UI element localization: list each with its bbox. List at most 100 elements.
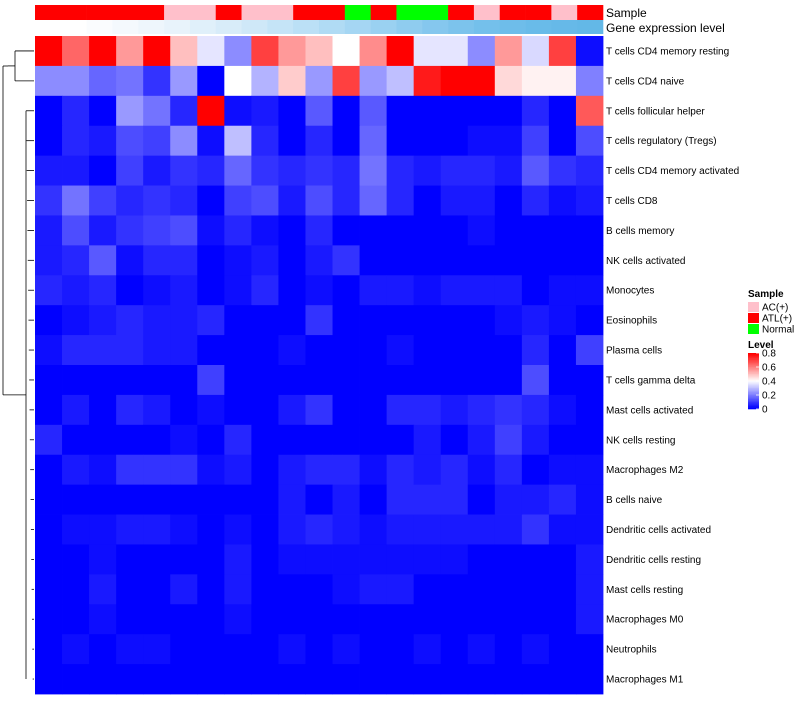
level-legend-gradient-step [748, 383, 759, 386]
heatmap-cell [224, 215, 252, 246]
heatmap-cell [62, 335, 90, 366]
heatmap-cell [467, 95, 496, 127]
heatmap-cell [116, 215, 144, 246]
heatmap-cell [62, 125, 90, 157]
row-label: T cells regulatory (Tregs) [606, 136, 717, 147]
heatmap-cell [440, 36, 469, 67]
sample-annotation-cell [215, 5, 242, 20]
heatmap-cell [251, 634, 279, 665]
heatmap-cell [197, 335, 225, 366]
heatmap-cell [386, 185, 415, 216]
level-legend-gradient-step [748, 355, 759, 358]
heatmap-cell [197, 604, 225, 635]
heatmap-cell [170, 95, 198, 127]
heatmap-cell [359, 305, 388, 336]
heatmap-cell [440, 185, 469, 216]
heatmap-cell [224, 394, 252, 426]
heatmap-cell [251, 155, 279, 186]
heatmap-cell [305, 335, 333, 366]
row-label: B cells memory [606, 226, 674, 237]
heatmap-cell [359, 484, 388, 515]
heatmap-cell [521, 544, 550, 575]
level-legend-gradient-step [748, 378, 759, 380]
heatmap-cell [494, 95, 523, 127]
sample-legend-label: ATL(+) [762, 314, 792, 325]
heatmap-cell [89, 544, 117, 575]
heatmap-cell [197, 155, 225, 186]
heatmap-cell [35, 125, 63, 157]
gene-annotation-cell [370, 20, 397, 34]
heatmap-cell [494, 394, 523, 426]
heatmap-cell [521, 454, 550, 486]
heatmap-cell [332, 544, 360, 575]
heatmap-cell [521, 275, 550, 306]
heatmap-cell [521, 65, 550, 97]
heatmap-cell [521, 604, 550, 635]
heatmap-cell [62, 394, 90, 426]
gene-annotation-cell [344, 20, 371, 34]
level-legend-tick-label: 0.2 [762, 391, 776, 402]
heatmap-cell [359, 634, 388, 665]
heatmap-cell [575, 275, 604, 306]
row-labels: T cells CD4 memory resting T cells CD4 na… [606, 46, 739, 685]
heatmap-cell [413, 275, 442, 306]
heatmap-cell [494, 514, 523, 545]
heatmap-cell [494, 604, 523, 635]
heatmap-cell [575, 335, 604, 366]
heatmap-cell [278, 185, 306, 216]
gene-annotation-cell [267, 20, 294, 34]
heatmap-cell [251, 604, 279, 635]
heatmap-cell [521, 394, 550, 426]
gene-expression-annotation-label: Gene expression level [606, 21, 725, 35]
heatmap-cell [224, 424, 252, 456]
heatmap-cell [35, 424, 63, 456]
heatmap-cell [116, 305, 144, 336]
heatmap-cell [35, 305, 63, 336]
heatmap-cell [197, 245, 225, 276]
heatmap-cell [251, 394, 279, 426]
heatmap-cell [413, 36, 442, 67]
heatmap-cell [224, 36, 252, 67]
heatmap-cell [332, 394, 360, 426]
heatmap-cell [62, 574, 90, 605]
heatmap-cell [521, 424, 550, 456]
heatmap-cell [548, 65, 577, 97]
heatmap-cell [359, 514, 388, 545]
heatmap-cell [278, 95, 306, 127]
heatmap-cell [116, 275, 144, 306]
heatmap-cell [332, 335, 360, 366]
level-legend-tick-label: 0.4 [762, 377, 776, 388]
level-legend-gradient-step [748, 368, 759, 371]
heatmap-cell [548, 155, 577, 186]
heatmap-cell [116, 394, 144, 426]
heatmap-cell [413, 484, 442, 515]
heatmap-cell [197, 514, 225, 545]
heatmap-cell [332, 65, 360, 97]
heatmap-cell [305, 185, 333, 216]
heatmap-cell [116, 484, 144, 515]
level-legend-gradient-step [748, 364, 759, 366]
level-legend-gradient-step [748, 367, 759, 369]
heatmap-cell [170, 454, 198, 486]
heatmap-cell [278, 65, 306, 97]
heatmap-cell [494, 185, 523, 216]
heatmap-cell [413, 544, 442, 575]
heatmap-cell [35, 335, 63, 366]
heatmap-cell [197, 305, 225, 336]
heatmap-cell [332, 155, 360, 186]
heatmap-cell [170, 65, 198, 97]
level-legend-gradient-step [748, 400, 759, 403]
gene-annotation-cell [215, 20, 242, 34]
heatmap-cell [413, 604, 442, 635]
heatmap-cell [575, 544, 604, 575]
heatmap-cell [278, 125, 306, 157]
heatmap-cell [359, 155, 388, 186]
heatmap-cell [62, 664, 90, 695]
heatmap-cell [548, 454, 577, 486]
level-legend-gradient-step [748, 399, 759, 401]
heatmap-cell [35, 65, 63, 97]
heatmap-cell [170, 335, 198, 366]
level-legend-gradient-step [748, 371, 759, 373]
